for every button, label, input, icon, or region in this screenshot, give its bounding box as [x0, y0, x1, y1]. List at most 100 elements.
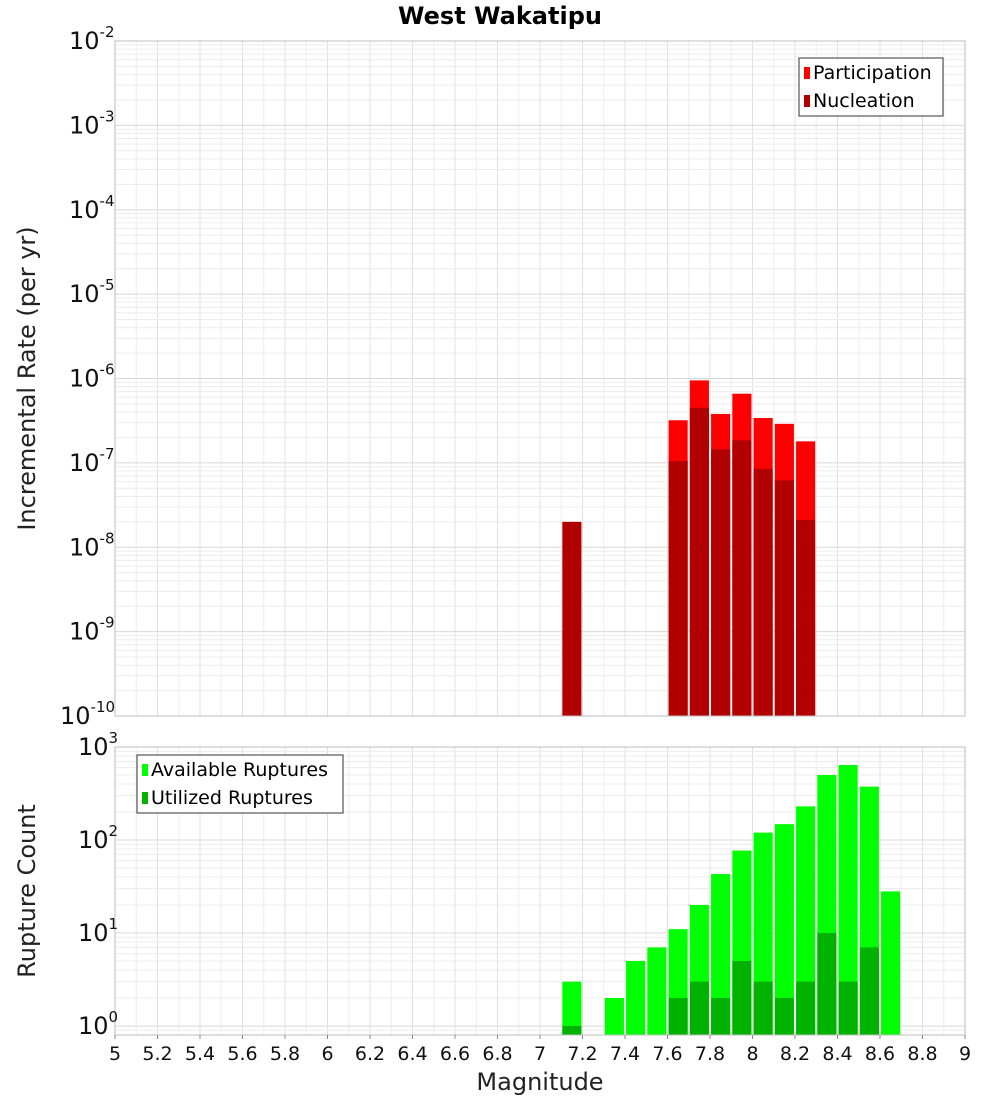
count-y-axis-label: Rupture Count: [13, 804, 41, 978]
y-tick-base: 10: [69, 365, 100, 393]
chart-title: West Wakatipu: [398, 2, 602, 30]
y-tick-label: 10-7: [69, 445, 115, 477]
y-tick-exponent: -3: [100, 107, 115, 125]
rate-y-axis-label: Incremental Rate (per yr): [13, 226, 41, 530]
available-ruptures-bar: [796, 806, 816, 1035]
legend-box: [136, 754, 344, 814]
legend-swatch: [142, 792, 148, 804]
nucleation-bar: [753, 468, 773, 716]
x-tick-label: 6.6: [440, 1043, 470, 1065]
x-tick-label: 7: [534, 1043, 546, 1065]
y-tick-label: 10-2: [69, 23, 115, 55]
y-tick-exponent: -4: [100, 192, 115, 210]
utilized-ruptures-bar: [753, 981, 773, 1035]
y-tick-base: 10: [78, 919, 109, 947]
y-tick-exponent: -7: [100, 445, 115, 463]
y-tick-label: 10-3: [69, 107, 115, 139]
y-tick-label: 100: [78, 1008, 118, 1040]
nucleation-bar: [689, 407, 709, 716]
utilized-ruptures-bar: [817, 932, 837, 1035]
y-tick-label: 10-6: [69, 361, 115, 393]
rate-plot-grid: [114, 40, 966, 717]
y-tick-exponent: -10: [91, 698, 116, 716]
y-tick-exponent: 2: [109, 822, 119, 840]
utilized-ruptures-bar: [838, 981, 858, 1035]
nucleation-bar: [562, 521, 582, 716]
x-tick-label: 8.6: [865, 1043, 895, 1065]
count-legend: Available Ruptures Utilized Ruptures: [136, 754, 344, 814]
y-tick-exponent: -2: [100, 23, 115, 41]
x-tick-label: 7.8: [695, 1043, 725, 1065]
x-tick-label: 8.4: [822, 1043, 852, 1065]
y-tick-base: 10: [78, 826, 109, 854]
x-axis-label: Magnitude: [476, 1068, 603, 1096]
utilized-ruptures-bar: [732, 960, 752, 1035]
utilized-ruptures-bar: [859, 947, 879, 1035]
legend-label: Nucleation: [813, 90, 915, 112]
y-tick-base: 10: [69, 280, 100, 308]
x-tick-label: 5.6: [227, 1043, 257, 1065]
nucleation-bar: [668, 461, 688, 716]
x-tick-label: 5.4: [185, 1043, 215, 1065]
y-tick-label: 103: [78, 729, 118, 761]
available-ruptures-bar: [881, 891, 901, 1035]
x-tick-label: 7.4: [610, 1043, 640, 1065]
legend-label: Participation: [813, 62, 932, 84]
rate-legend: Participation Nucleation: [798, 57, 944, 117]
legend-label: Utilized Ruptures: [151, 787, 313, 809]
legend-label: Available Ruptures: [151, 759, 328, 781]
nucleation-bar: [732, 440, 752, 716]
y-tick-label: 10-9: [69, 614, 115, 646]
legend-swatch: [142, 764, 148, 776]
y-tick-base: 10: [69, 618, 100, 646]
x-tick-label: 6.4: [397, 1043, 427, 1065]
available-ruptures-bar: [562, 981, 582, 1035]
x-tick-label: 6: [321, 1043, 333, 1065]
y-tick-label: 10-4: [69, 192, 115, 224]
y-tick-base: 10: [69, 449, 100, 477]
available-ruptures-bar: [626, 960, 646, 1035]
utilized-ruptures-bar: [711, 997, 731, 1035]
rate-plot-frame: [114, 40, 966, 717]
utilized-ruptures-bar: [562, 1025, 582, 1035]
rate-plot-bars: [562, 380, 816, 716]
available-ruptures-bar: [774, 824, 794, 1035]
x-tick-label: 8: [746, 1043, 758, 1065]
y-tick-base: 10: [78, 733, 109, 761]
nucleation-bar: [774, 480, 794, 716]
available-ruptures-bar: [838, 765, 858, 1035]
y-tick-base: 10: [69, 111, 100, 139]
y-tick-base: 10: [69, 533, 100, 561]
y-tick-base: 10: [78, 1012, 109, 1040]
y-tick-label: 10-8: [69, 529, 115, 561]
nucleation-bar: [711, 449, 731, 716]
utilized-ruptures-bar: [668, 997, 688, 1035]
y-tick-exponent: 3: [109, 729, 119, 747]
y-tick-base: 10: [60, 702, 91, 730]
utilized-ruptures-bar: [796, 981, 816, 1035]
y-tick-label: 10-5: [69, 276, 115, 308]
y-tick-exponent: -6: [100, 361, 115, 379]
utilized-ruptures-bar: [774, 997, 794, 1035]
y-tick-exponent: -9: [100, 614, 115, 632]
legend-box: [798, 57, 944, 117]
nucleation-bar: [796, 520, 816, 716]
count-plot-bars: [562, 765, 901, 1035]
y-tick-exponent: -5: [100, 276, 115, 294]
available-ruptures-bar: [711, 874, 731, 1035]
y-tick-label: 10-10: [60, 698, 115, 730]
y-tick-exponent: -8: [100, 529, 115, 547]
available-ruptures-bar: [647, 947, 667, 1035]
x-tick-label: 5.8: [270, 1043, 300, 1065]
available-ruptures-bar: [604, 997, 624, 1035]
y-tick-label: 101: [78, 915, 118, 947]
x-tick-label: 8.8: [907, 1043, 937, 1065]
x-tick-label: 8.2: [780, 1043, 810, 1065]
y-tick-exponent: 1: [109, 915, 119, 933]
x-tick-label: 6.8: [482, 1043, 512, 1065]
y-tick-base: 10: [69, 27, 100, 55]
